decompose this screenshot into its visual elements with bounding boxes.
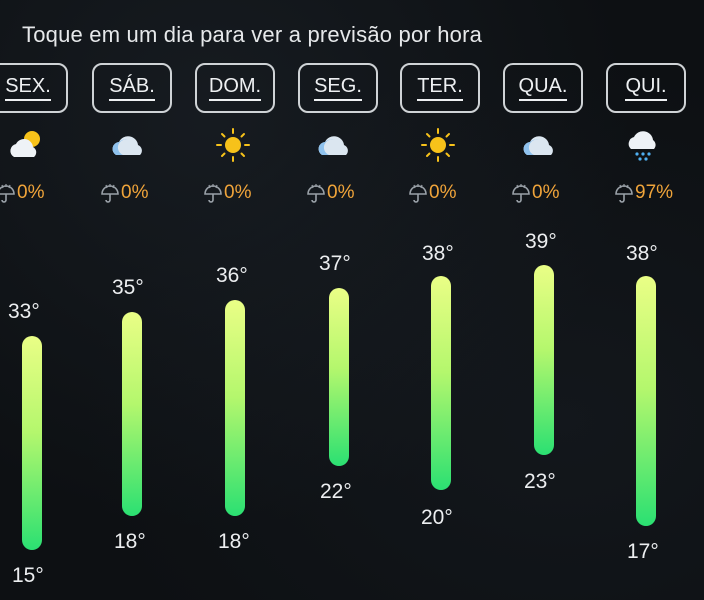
precip-percent: 0% bbox=[327, 182, 355, 203]
temp-range-bar bbox=[431, 276, 451, 490]
precip-percent: 0% bbox=[532, 182, 560, 203]
day-tab-label: SEG. bbox=[314, 75, 362, 101]
high-temp: 33° bbox=[8, 300, 40, 323]
low-temp: 15° bbox=[12, 564, 44, 587]
high-temp: 35° bbox=[112, 276, 144, 299]
sun-icon bbox=[421, 128, 455, 162]
day-column-sab[interactable]: SÁB. 0% 35° 18° bbox=[92, 0, 176, 600]
umbrella-icon bbox=[0, 184, 15, 203]
low-temp: 18° bbox=[114, 530, 146, 553]
day-column-qui[interactable]: QUI. 97% 38° 17° bbox=[606, 0, 690, 600]
precip-percent: 0% bbox=[17, 182, 45, 203]
day-column-dom[interactable]: DOM. 0% 36° 18° bbox=[195, 0, 279, 600]
precipitation-chance: 0% bbox=[0, 182, 44, 204]
umbrella-icon bbox=[101, 184, 119, 203]
day-column-qua[interactable]: QUA. 0% 39° 23° bbox=[503, 0, 587, 600]
day-tab-label: TER. bbox=[417, 75, 463, 101]
temp-range-bar bbox=[225, 300, 245, 516]
day-column-seg[interactable]: SEG. 0% 37° 22° bbox=[298, 0, 382, 600]
low-temp: 18° bbox=[218, 530, 250, 553]
day-tab-seg[interactable]: SEG. bbox=[298, 63, 378, 113]
high-temp: 39° bbox=[525, 230, 557, 253]
day-tab-qua[interactable]: QUA. bbox=[503, 63, 583, 113]
day-tab-label: SÁB. bbox=[109, 75, 155, 101]
cloud-icon bbox=[523, 136, 553, 155]
umbrella-icon bbox=[512, 184, 530, 203]
rain-cloud-icon bbox=[628, 131, 656, 161]
temp-range-bar bbox=[636, 276, 656, 526]
day-tab-label: DOM. bbox=[208, 75, 262, 101]
precip-percent: 0% bbox=[224, 182, 252, 203]
temp-range-bar bbox=[329, 288, 349, 466]
day-tab-sab[interactable]: SÁB. bbox=[92, 63, 172, 113]
day-tab-label: SEX. bbox=[5, 75, 51, 101]
high-temp: 37° bbox=[319, 252, 351, 275]
low-temp: 22° bbox=[320, 480, 352, 503]
precipitation-chance: 97% bbox=[614, 182, 673, 204]
day-tab-qui[interactable]: QUI. bbox=[606, 63, 686, 113]
precipitation-chance: 0% bbox=[408, 182, 456, 204]
precip-percent: 0% bbox=[429, 182, 457, 203]
high-temp: 38° bbox=[422, 242, 454, 265]
precipitation-chance: 0% bbox=[203, 182, 251, 204]
day-column-sex[interactable]: SEX. 0% 33° 15° bbox=[0, 0, 72, 600]
day-tab-dom[interactable]: DOM. bbox=[195, 63, 275, 113]
cloud-icon bbox=[318, 136, 348, 155]
umbrella-icon bbox=[615, 184, 633, 203]
high-temp: 36° bbox=[216, 264, 248, 287]
low-temp: 20° bbox=[421, 506, 453, 529]
high-temp: 38° bbox=[626, 242, 658, 265]
cloud-icon bbox=[112, 136, 142, 155]
day-tab-ter[interactable]: TER. bbox=[400, 63, 480, 113]
precipitation-chance: 0% bbox=[100, 182, 148, 204]
precipitation-chance: 0% bbox=[306, 182, 354, 204]
precipitation-chance: 0% bbox=[511, 182, 559, 204]
umbrella-icon bbox=[409, 184, 427, 203]
partly-sunny-cloud-icon bbox=[10, 131, 40, 157]
umbrella-icon bbox=[204, 184, 222, 203]
temp-range-bar bbox=[534, 265, 554, 455]
sun-icon bbox=[216, 128, 250, 162]
umbrella-icon bbox=[307, 184, 325, 203]
day-tab-label: QUI. bbox=[625, 75, 667, 101]
temp-range-bar bbox=[122, 312, 142, 516]
low-temp: 17° bbox=[627, 540, 659, 563]
day-tab-label: QUA. bbox=[518, 75, 568, 101]
temp-range-bar bbox=[22, 336, 42, 550]
day-tab-sex[interactable]: SEX. bbox=[0, 63, 68, 113]
precip-percent: 97% bbox=[635, 182, 674, 203]
low-temp: 23° bbox=[524, 470, 556, 493]
precip-percent: 0% bbox=[121, 182, 149, 203]
hourly-forecast-hint: Toque em um dia para ver a previsão por … bbox=[22, 22, 483, 47]
day-column-ter[interactable]: TER. 0% 38° 20° bbox=[400, 0, 484, 600]
